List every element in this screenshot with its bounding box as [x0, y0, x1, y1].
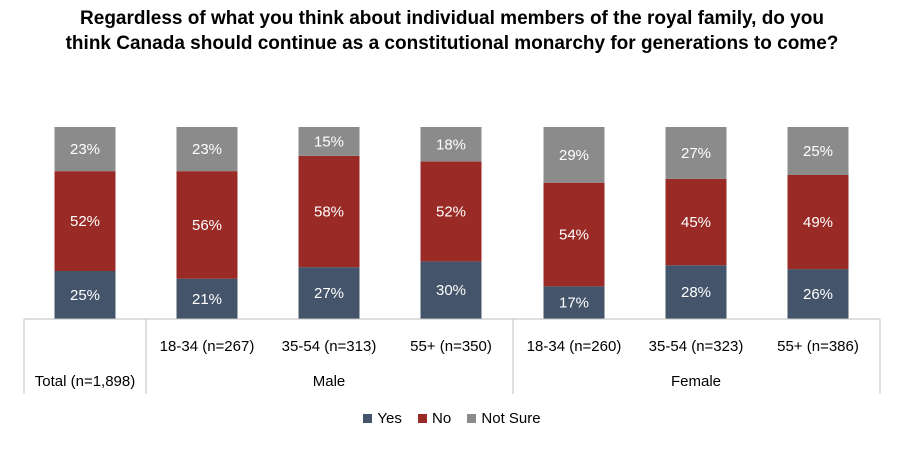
- legend-item-not-sure: Not Sure: [467, 410, 541, 427]
- bar-segment-not-sure: [176, 127, 238, 172]
- bar-segment-yes: [665, 265, 727, 319]
- bar-segment-not-sure: [420, 127, 482, 162]
- data-label: 15%: [314, 133, 344, 150]
- chart-title: Regardless of what you think about indiv…: [65, 8, 839, 54]
- category-label: 55+ (n=350): [410, 338, 492, 355]
- legend-swatch: [467, 414, 477, 423]
- bar-segment-no: [54, 171, 116, 271]
- group-label: Male: [313, 373, 346, 390]
- bar-segment-yes: [787, 269, 849, 319]
- category-label: 35-54 (n=313): [282, 338, 377, 355]
- bar-segment-not-sure: [787, 127, 849, 175]
- data-label: 18%: [436, 136, 466, 153]
- legend-item-yes: Yes: [363, 410, 402, 427]
- data-label: 27%: [681, 145, 711, 162]
- data-label: 27%: [314, 285, 344, 302]
- bar-segment-not-sure: [543, 127, 605, 183]
- legend-item-no: No: [418, 410, 451, 427]
- data-label: 29%: [559, 147, 589, 164]
- data-label: 21%: [192, 291, 222, 308]
- bar-segment-yes: [176, 278, 238, 319]
- bar-segment-not-sure: [54, 127, 116, 172]
- data-label: 28%: [681, 284, 711, 301]
- data-label: 58%: [314, 203, 344, 220]
- data-label: 23%: [192, 141, 222, 158]
- data-label: 56%: [192, 217, 222, 234]
- category-label: 35-54 (n=323): [649, 338, 744, 355]
- data-label: 17%: [559, 295, 589, 312]
- data-label: 52%: [436, 203, 466, 220]
- data-label: 23%: [70, 141, 100, 158]
- data-label: 26%: [803, 286, 833, 303]
- legend-label: Not Sure: [481, 410, 541, 427]
- legend-label: Yes: [377, 410, 402, 427]
- bar-segment-not-sure: [665, 127, 727, 179]
- bar-segment-yes: [298, 267, 360, 319]
- data-label: 25%: [803, 143, 833, 160]
- bar-segment-yes: [54, 271, 116, 319]
- bar-segment-no: [543, 182, 605, 287]
- bar-segment-no: [665, 178, 727, 266]
- bar-segment-no: [176, 171, 238, 279]
- bar-segment-not-sure: [298, 127, 360, 156]
- group-label: Female: [671, 373, 721, 390]
- legend-swatch: [363, 414, 373, 423]
- bar-segment-no: [298, 155, 360, 268]
- labels-layer: 25% 52% 23% 21% 56% 23% 27% 58% 15% 30% 52% 18% 17% 5…: [35, 133, 859, 390]
- legend: Yes No Not Sure: [0, 410, 904, 427]
- legend-swatch: [418, 414, 428, 423]
- bar-segment-yes: [543, 286, 605, 319]
- data-label: 25%: [70, 287, 100, 304]
- legend-label: No: [432, 410, 452, 427]
- data-label: 52%: [70, 213, 100, 230]
- bar-segment-no: [420, 161, 482, 262]
- bar-segment-yes: [420, 261, 482, 319]
- bar-segment-no: [787, 175, 849, 270]
- category-axis: [23, 318, 881, 394]
- data-label: 49%: [803, 214, 833, 231]
- data-label: 54%: [559, 227, 589, 244]
- category-label: 55+ (n=386): [777, 338, 859, 355]
- category-label: 18-34 (n=267): [160, 338, 255, 355]
- category-label: 18-34 (n=260): [527, 338, 622, 355]
- category-label: Total (n=1,898): [35, 373, 135, 390]
- data-label: 45%: [681, 214, 711, 231]
- bars-layer: [54, 127, 849, 319]
- data-label: 30%: [436, 282, 466, 299]
